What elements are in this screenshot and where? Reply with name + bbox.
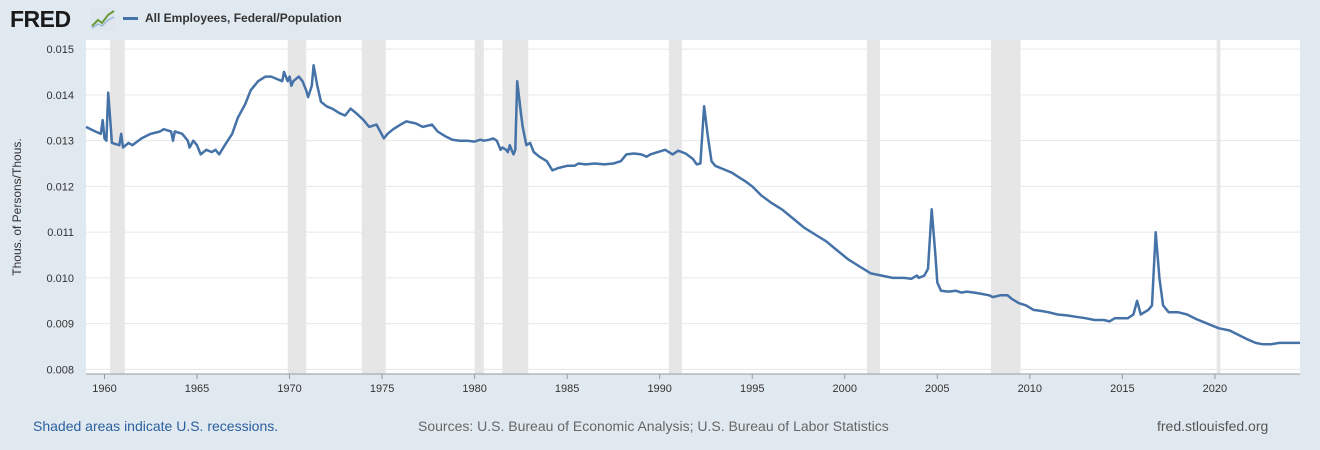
series-line[interactable] [85, 63, 1300, 346]
y-tick-label: 0.012 [46, 181, 74, 193]
x-tick-label: 1970 [277, 383, 301, 395]
y-tick-label: 0.013 [46, 136, 74, 148]
x-tick-label: 1990 [647, 383, 671, 395]
x-tick-label: 1960 [92, 383, 116, 395]
recession-band [502, 40, 529, 374]
recession-band [361, 40, 386, 374]
recession-band [474, 40, 484, 374]
y-tick-label: 0.009 [46, 319, 74, 331]
y-tick-label: 0.014 [46, 90, 74, 102]
recession-band [1216, 40, 1221, 374]
y-axis-label: Thous. of Persons/Thous. [10, 138, 24, 275]
legend-swatch [123, 16, 138, 20]
x-tick-label: 2010 [1018, 383, 1042, 395]
fred-url[interactable]: fred.stlouisfed.org [1157, 418, 1269, 434]
fred-logo[interactable]: FRED [10, 6, 71, 32]
x-tick-label: 1965 [185, 383, 209, 395]
recession-band [287, 40, 307, 374]
x-tick-label: 1975 [370, 383, 394, 395]
sources-text: Sources: U.S. Bureau of Economic Analysi… [418, 418, 889, 434]
x-tick-label: 1995 [740, 383, 764, 395]
recession-band [668, 40, 682, 374]
y-tick-label: 0.008 [46, 364, 74, 376]
chart-legend[interactable]: All Employees, Federal/Population [123, 11, 342, 25]
line-chart-icon [90, 8, 116, 30]
recession-note-link[interactable]: Shaded areas indicate U.S. recessions. [33, 418, 279, 434]
x-tick-label: 1985 [555, 383, 579, 395]
line-chart[interactable]: 0.008 0.009 0.010 0.011 0.012 0.013 0.014 0.015… [0, 0, 1320, 410]
recession-band [866, 40, 880, 374]
recession-band [110, 40, 125, 374]
x-tick-label: 1980 [462, 383, 486, 395]
y-tick-label: 0.015 [46, 44, 74, 56]
x-tick-label: 2000 [833, 383, 857, 395]
y-tick-label: 0.011 [47, 227, 74, 239]
x-tick-label: 2015 [1110, 383, 1134, 395]
y-tick-label: 0.010 [46, 273, 74, 285]
recession-band [990, 40, 1021, 374]
x-tick-label: 2005 [925, 383, 949, 395]
x-tick-label: 2020 [1203, 383, 1227, 395]
legend-label: All Employees, Federal/Population [145, 11, 342, 25]
chart-header: FRED All Employees, Federal/Population [0, 0, 1320, 40]
